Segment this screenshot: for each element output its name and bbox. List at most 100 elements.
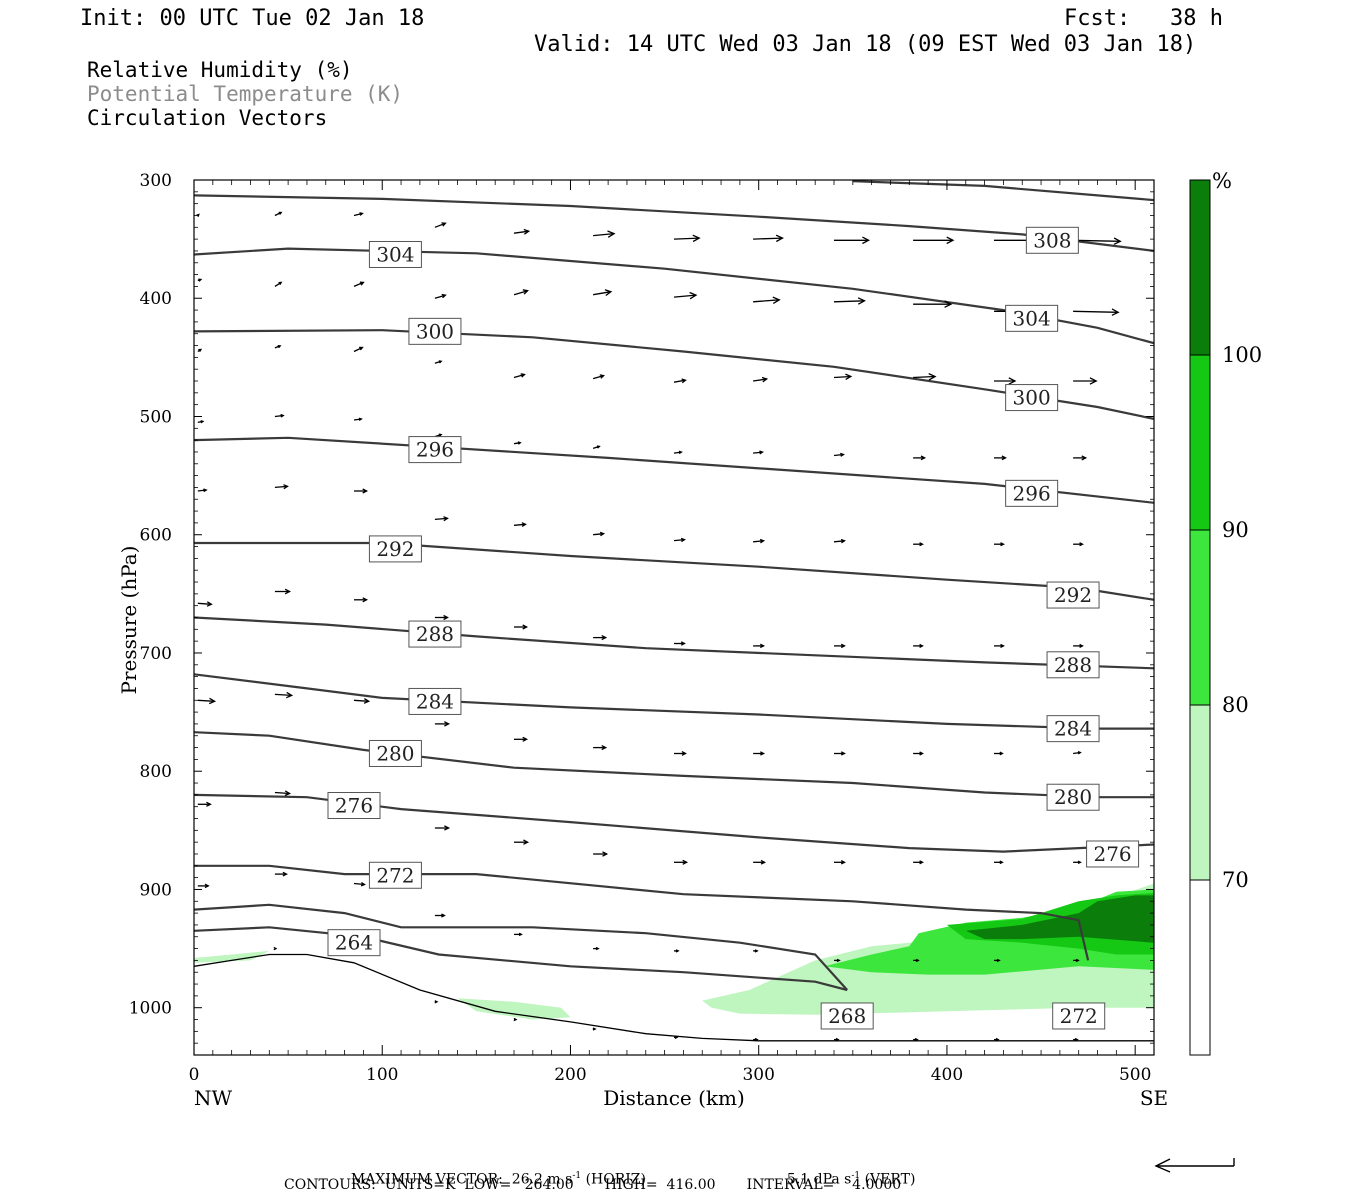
vector-arrowhead bbox=[284, 790, 292, 797]
vector-shaft bbox=[833, 300, 865, 303]
vector-arrowhead bbox=[836, 958, 841, 963]
contour-label-box bbox=[408, 620, 462, 648]
cross-section-chart: 304 300 296 292 288 284 280 276 272 264 308 304 300 2… bbox=[117, 169, 1262, 1110]
colorbar-segment bbox=[1190, 180, 1210, 355]
vector-shaft bbox=[673, 379, 686, 383]
vector-arrowhead bbox=[208, 697, 217, 705]
max-vector-vert: 5.1 dPa s bbox=[786, 1171, 852, 1188]
contour-label-284: 284 bbox=[416, 689, 454, 713]
vector-arrowhead bbox=[444, 721, 451, 727]
vector-arrowhead bbox=[595, 946, 600, 951]
vector-arrowhead bbox=[523, 839, 530, 845]
colorbar: 70 80 90 100% bbox=[1189, 169, 1262, 1056]
vector-arrowhead bbox=[845, 373, 853, 380]
colorbar-segment bbox=[1190, 355, 1210, 530]
vector-arrowhead bbox=[273, 946, 278, 951]
contour-labels: 304 300 296 292 288 284 280 276 272 264 308 304 300 2… bbox=[327, 226, 1140, 1030]
terrain-line bbox=[194, 953, 1154, 1042]
vector-arrowhead bbox=[198, 278, 203, 282]
x-axis-label: Distance (km) bbox=[603, 1086, 745, 1110]
contour-label-box bbox=[368, 535, 422, 563]
y-axis-label: Pressure (hPa) bbox=[117, 546, 141, 695]
vector-arrowhead bbox=[284, 588, 292, 595]
contour-label-268: 268 bbox=[828, 1004, 866, 1028]
vector-arrowhead bbox=[443, 516, 449, 522]
se-label: SE bbox=[1140, 1086, 1168, 1110]
vector-arrowhead bbox=[601, 635, 608, 641]
vector-arrowhead bbox=[283, 484, 289, 490]
max-vector-label: MAXIMUM VECTOR: bbox=[350, 1171, 503, 1188]
vector-arrowhead bbox=[599, 374, 605, 379]
vector-shaft bbox=[513, 523, 526, 526]
vector-arrowhead bbox=[1000, 542, 1005, 547]
rh-70-80-region bbox=[457, 998, 571, 1020]
contour-label-box bbox=[1005, 384, 1059, 412]
vector-arrowhead bbox=[277, 344, 282, 349]
forecast-hour: Fcst: 38 h bbox=[1064, 6, 1223, 31]
max-vector-horiz-unit: (HORIZ) bbox=[585, 1171, 646, 1188]
contour-label-box bbox=[1046, 783, 1100, 811]
vector-arrowhead bbox=[680, 537, 686, 543]
contour-label-272: 272 bbox=[376, 863, 414, 887]
vector-arrowhead bbox=[862, 236, 871, 245]
vector-shaft bbox=[1073, 239, 1121, 242]
vector-arrowhead bbox=[761, 376, 769, 383]
vector-arrowhead bbox=[607, 230, 616, 238]
colorbar-segment bbox=[1190, 530, 1210, 705]
vector-arrowhead bbox=[196, 213, 200, 218]
vector-arrowhead bbox=[915, 958, 920, 963]
contour-label-272: 272 bbox=[1060, 1004, 1098, 1028]
vector-arrowhead bbox=[944, 300, 953, 308]
vector-shaft bbox=[274, 485, 288, 489]
contour-label-box bbox=[1046, 581, 1100, 609]
contour-label-276: 276 bbox=[1093, 842, 1131, 866]
vector-arrowhead bbox=[914, 1037, 919, 1042]
contour-label-box bbox=[820, 1002, 874, 1030]
vector-shaft bbox=[753, 378, 767, 382]
theta-contour-292 bbox=[194, 541, 1154, 601]
contour-label-box bbox=[408, 687, 462, 715]
vector-shaft bbox=[753, 237, 783, 240]
vector-shaft bbox=[673, 237, 700, 240]
vector-arrowhead bbox=[362, 597, 369, 603]
field-title-theta: Potential Temperature (K) bbox=[87, 82, 404, 106]
x-tick-label: 100 bbox=[366, 1065, 398, 1085]
contour-label-304: 304 bbox=[1013, 306, 1051, 330]
vector-arrowhead bbox=[359, 281, 365, 286]
vector-arrowhead bbox=[689, 291, 698, 300]
vector-shaft bbox=[513, 230, 529, 234]
contour-label-box bbox=[368, 739, 422, 767]
contour-label-box bbox=[327, 929, 381, 957]
field-title-vectors: Circulation Vectors bbox=[87, 106, 328, 130]
x-tick-label: 400 bbox=[931, 1065, 963, 1085]
contour-label-276: 276 bbox=[335, 794, 373, 818]
vector-shaft bbox=[592, 291, 612, 296]
vector-arrowhead bbox=[1081, 455, 1088, 461]
vector-shaft bbox=[673, 538, 685, 542]
vector-shaft bbox=[753, 540, 764, 543]
contour-label-264: 264 bbox=[335, 931, 373, 955]
contour-label-box bbox=[1086, 840, 1140, 868]
vector-arrowhead bbox=[759, 538, 766, 544]
vector-arrowhead bbox=[604, 289, 613, 297]
contour-label-box bbox=[1052, 1002, 1106, 1030]
exponent-horiz: -1 bbox=[572, 1171, 582, 1181]
vector-arrowhead bbox=[1079, 542, 1084, 547]
y-tick-label: 600 bbox=[140, 526, 172, 546]
vector-arrowhead bbox=[444, 825, 451, 831]
vector-arrowhead bbox=[840, 538, 846, 544]
contour-label-292: 292 bbox=[376, 537, 414, 561]
vector-arrowhead bbox=[1079, 643, 1084, 648]
vector-arrowhead bbox=[441, 222, 447, 227]
vector-shaft bbox=[197, 602, 212, 605]
vector-arrowhead bbox=[278, 211, 283, 215]
vector-arrowhead bbox=[522, 624, 529, 630]
vector-shaft bbox=[753, 299, 780, 303]
field-title-rh: Relative Humidity (%) bbox=[87, 58, 353, 82]
vector-arrowhead bbox=[1000, 643, 1005, 648]
max-vector-vert-unit: (VERT) bbox=[864, 1171, 916, 1188]
vector-shaft bbox=[833, 540, 845, 543]
vector-arrowhead bbox=[996, 958, 1001, 963]
vector-arrowhead bbox=[775, 234, 784, 243]
vector-arrowhead bbox=[857, 297, 866, 305]
